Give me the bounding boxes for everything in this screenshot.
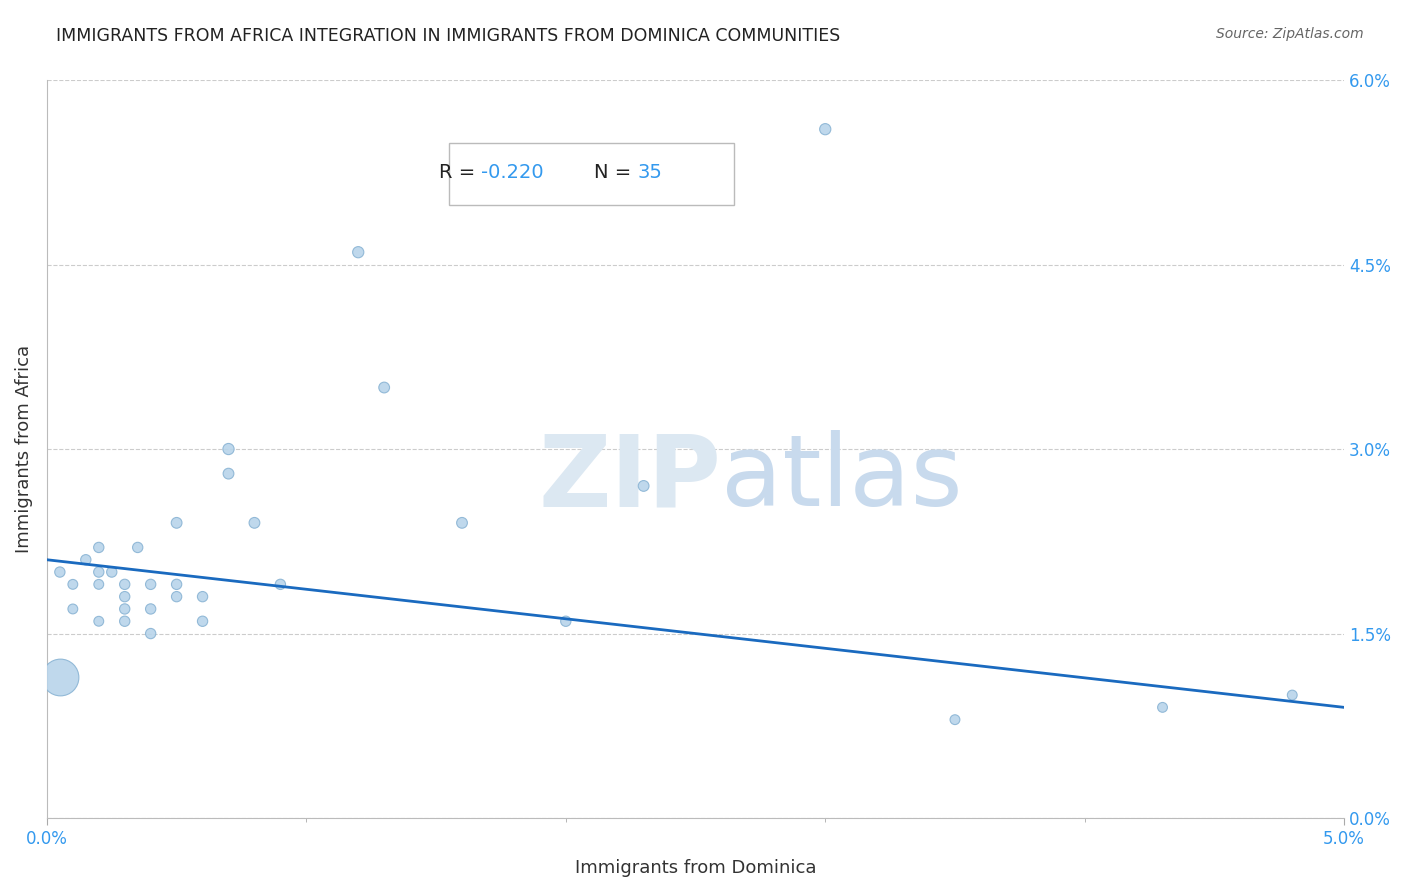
Text: ZIP: ZIP: [538, 430, 721, 527]
Point: [139, 577, 162, 591]
Text: -0.220: -0.220: [481, 162, 544, 182]
Point: [1281, 688, 1303, 702]
Point: [218, 467, 240, 481]
Point: [114, 614, 136, 628]
Point: [87, 565, 110, 579]
Point: [127, 541, 149, 555]
Text: Source: ZipAtlas.com: Source: ZipAtlas.com: [1216, 27, 1364, 41]
Point: [49, 670, 72, 684]
Point: [166, 577, 188, 591]
Point: [62, 577, 84, 591]
Point: [633, 479, 655, 493]
X-axis label: Immigrants from Dominica: Immigrants from Dominica: [575, 859, 817, 877]
Point: [451, 516, 474, 530]
Point: [191, 590, 214, 604]
Point: [114, 590, 136, 604]
Point: [87, 577, 110, 591]
Point: [100, 565, 122, 579]
Point: [87, 614, 110, 628]
Text: atlas: atlas: [721, 430, 963, 527]
Point: [554, 614, 576, 628]
Point: [139, 626, 162, 640]
Point: [269, 577, 291, 591]
Text: 35: 35: [637, 162, 662, 182]
Point: [114, 602, 136, 616]
Point: [166, 590, 188, 604]
Text: IMMIGRANTS FROM AFRICA INTEGRATION IN IMMIGRANTS FROM DOMINICA COMMUNITIES: IMMIGRANTS FROM AFRICA INTEGRATION IN IM…: [56, 27, 841, 45]
Point: [75, 553, 97, 567]
Point: [191, 614, 214, 628]
Point: [943, 713, 966, 727]
Point: [166, 516, 188, 530]
Point: [87, 541, 110, 555]
Point: [218, 442, 240, 456]
Text: R =: R =: [439, 162, 481, 182]
Point: [814, 122, 837, 136]
Point: [347, 245, 370, 260]
Point: [373, 380, 395, 394]
Point: [62, 602, 84, 616]
Point: [49, 565, 72, 579]
FancyBboxPatch shape: [449, 143, 734, 205]
Point: [1152, 700, 1174, 714]
Point: [243, 516, 266, 530]
Y-axis label: Immigrants from Africa: Immigrants from Africa: [15, 345, 32, 553]
Point: [114, 577, 136, 591]
Text: N =: N =: [593, 162, 637, 182]
Point: [139, 602, 162, 616]
